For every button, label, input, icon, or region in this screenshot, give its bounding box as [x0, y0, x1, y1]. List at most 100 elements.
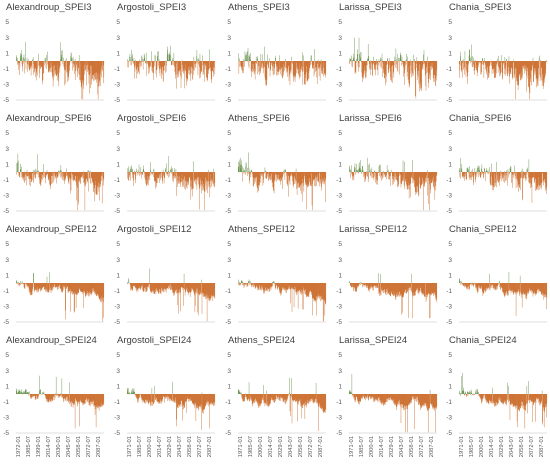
y-tick-label: 5 — [227, 130, 231, 137]
y-tick-label: 3 — [116, 257, 120, 264]
y-tick-label: 1 — [227, 272, 231, 279]
y-tick-label: 3 — [116, 146, 120, 153]
chart-panel: Athens_SPEI3 5 3 1 -1 -3 -5 — [222, 2, 329, 110]
y-tick-label: 3 — [448, 35, 452, 42]
y-tick-label: 3 — [448, 257, 452, 264]
chart-panel: Larissa_SPEI24 5 3 1 -1 -3 -5 1971-01 1985-07 200… — [333, 335, 440, 471]
y-tick-label: 5 — [338, 19, 342, 26]
y-tick-label: 5 — [448, 130, 452, 137]
panel-plot: 5 3 1 -1 -3 -5 — [336, 19, 438, 104]
panel-title: Larissa_SPEI24 — [339, 335, 408, 346]
x-tick-label: 2029-01 — [167, 436, 173, 457]
y-tick-label: 3 — [227, 368, 231, 375]
panel-title: Argostoli_SPEI3 — [117, 2, 187, 13]
y-tick-label: 3 — [338, 35, 342, 42]
x-tick-label: 2072-07 — [197, 436, 203, 457]
panel-plot: 5 3 1 -1 -3 -5 — [225, 19, 327, 104]
y-tick-label: 3 — [338, 146, 342, 153]
y-tick-label: 5 — [227, 19, 231, 26]
x-tick-label: 2087-01 — [207, 436, 213, 457]
y-tick-label: 1 — [227, 50, 231, 57]
panel-title: Chania_SPEI6 — [449, 113, 512, 124]
bar-series — [349, 157, 438, 211]
y-tick-label: 3 — [5, 35, 9, 42]
y-tick-label: 1 — [338, 383, 342, 390]
y-tick-label: -3 — [114, 82, 120, 89]
x-tick-label: 1971-01 — [127, 436, 133, 457]
bar-series — [127, 268, 216, 322]
panel-plot: 5 3 1 -1 -3 -5 — [114, 19, 216, 104]
y-tick-label: -1 — [336, 66, 342, 73]
y-tick-label: 3 — [5, 368, 9, 375]
y-tick-label: -1 — [3, 177, 9, 184]
panel-plot: 5 3 1 -1 -3 -5 — [3, 19, 105, 104]
y-tick-label: 3 — [448, 146, 452, 153]
panel-plot: 5 3 1 -1 -3 -5 — [225, 241, 327, 326]
y-tick-label: -5 — [336, 208, 342, 215]
bar-series — [459, 157, 548, 203]
y-tick-label: 3 — [116, 368, 120, 375]
y-tick-label: -1 — [3, 288, 9, 295]
chart-panel: Alexandroup_SPEI24 5 3 1 -1 -3 -5 1972-01 1985-0… — [0, 335, 107, 471]
x-tick-label: 2030-01 — [56, 436, 62, 457]
x-tick-label: 1999-01 — [36, 436, 42, 457]
bar-series — [127, 156, 216, 211]
panel-title: Larissa_SPEI6 — [339, 113, 402, 124]
bar-series — [349, 37, 438, 99]
y-tick-label: -3 — [446, 193, 452, 200]
bar-series — [16, 375, 105, 429]
chart-panel: Chania_SPEI12 5 3 1 -1 -3 -5 — [443, 224, 550, 332]
y-tick-label: -1 — [114, 177, 120, 184]
x-tick-label: 2029-01 — [278, 436, 284, 457]
panel-plot: 5 3 1 -1 -3 -5 — [114, 241, 216, 326]
panel-title: Chania_SPEI12 — [449, 224, 517, 235]
y-tick-label: 3 — [338, 257, 342, 264]
y-tick-label: -5 — [3, 430, 9, 437]
y-tick-label: -5 — [225, 319, 231, 326]
y-tick-label: 1 — [116, 50, 120, 57]
panel-title: Alexandroup_SPEI6 — [6, 113, 92, 124]
y-tick-label: 1 — [5, 272, 9, 279]
chart-panel: Argostoli_SPEI6 5 3 1 -1 -3 -5 — [111, 113, 218, 221]
y-tick-label: 1 — [5, 50, 9, 57]
panel-plot: 5 3 1 -1 -3 -5 — [114, 130, 216, 215]
y-tick-label: 1 — [338, 50, 342, 57]
x-tick-label: 2058-01 — [76, 436, 82, 457]
chart-panel: Alexandroup_SPEI3 5 3 1 -1 -3 -5 — [0, 2, 107, 110]
y-tick-label: -3 — [446, 304, 452, 311]
y-tick-label: 5 — [338, 352, 342, 359]
y-tick-label: 1 — [338, 272, 342, 279]
y-tick-label: 3 — [227, 257, 231, 264]
chart-panel: Athens_SPEI24 5 3 1 -1 -3 -5 1971-01 1985-07 2000… — [222, 335, 329, 471]
y-tick-label: -3 — [3, 304, 9, 311]
chart-panel: Argostoli_SPEI24 5 3 1 -1 -3 -5 1971-01 1985-07 2… — [111, 335, 218, 471]
bar-series — [238, 279, 327, 322]
panel-title: Larissa_SPEI3 — [339, 2, 402, 13]
y-tick-label: -1 — [114, 66, 120, 73]
panel-plot: 5 3 1 -1 -3 -5 — [446, 19, 548, 104]
panel-title: Argostoli_SPEI12 — [117, 224, 192, 235]
y-tick-label: -1 — [225, 66, 231, 73]
bar-series — [238, 46, 327, 87]
bar-series — [127, 45, 216, 89]
y-tick-label: 5 — [116, 352, 120, 359]
y-tick-label: -5 — [336, 319, 342, 326]
y-tick-label: -1 — [225, 288, 231, 295]
x-tick-label: 2014-07 — [157, 436, 163, 457]
y-tick-label: 1 — [227, 161, 231, 168]
panel-title: Athens_SPEI3 — [228, 2, 290, 13]
y-tick-label: 5 — [338, 130, 342, 137]
y-tick-label: 1 — [116, 272, 120, 279]
y-tick-label: -5 — [114, 208, 120, 215]
x-tick-label: 2000-01 — [258, 436, 264, 457]
y-tick-label: 1 — [448, 50, 452, 57]
x-tick-label: 2045-07 — [66, 436, 72, 457]
x-tick-label: 2072-07 — [86, 436, 92, 457]
y-tick-label: 5 — [5, 241, 9, 248]
panel-plot: 5 3 1 -1 -3 -5 — [336, 241, 438, 326]
panel-title: Alexandroup_SPEI12 — [6, 224, 97, 235]
x-tick-label: 1972-01 — [16, 436, 22, 457]
bar-series — [459, 44, 548, 100]
